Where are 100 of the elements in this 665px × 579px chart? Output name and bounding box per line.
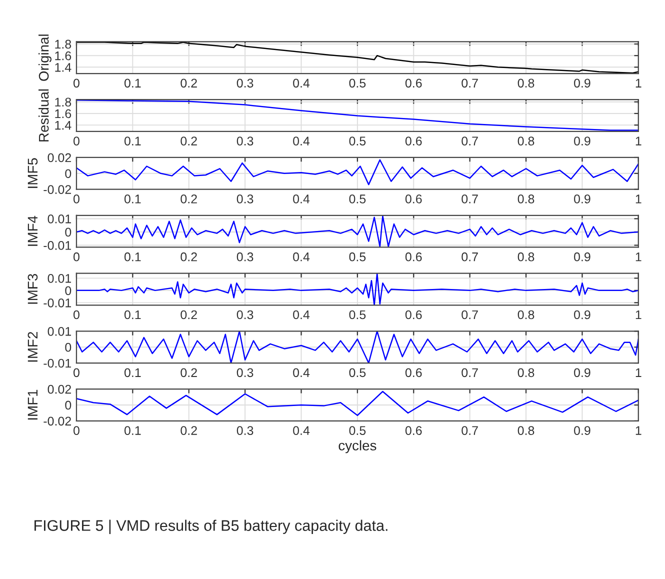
x-tick-label: 0.5 <box>349 194 366 204</box>
x-tick-label: 0.1 <box>124 368 141 378</box>
y-tick-label: -0.02 <box>44 185 71 194</box>
x-tick-label: 0.3 <box>236 78 254 88</box>
x-tick-label: 0.2 <box>180 252 197 262</box>
y-tick-label: -0.02 <box>44 416 71 426</box>
y-tick-label: 1.4 <box>55 120 72 130</box>
x-tick-label: 0.8 <box>518 136 534 146</box>
y-tick-label: 0 <box>65 286 72 296</box>
line-series <box>76 100 638 131</box>
x-tick-label: 0.3 <box>236 194 254 204</box>
x-tick-label: 0 <box>73 194 80 204</box>
x-tick-label: 0.5 <box>349 368 366 378</box>
x-tick-label: 0.6 <box>405 78 422 88</box>
x-tick-label: 0.1 <box>124 136 141 146</box>
x-tick-label: 1 <box>636 78 642 88</box>
y-tick-label: 1.8 <box>55 98 72 107</box>
line-series <box>76 159 638 186</box>
line-series <box>76 273 638 306</box>
y-tick-label: 1.4 <box>55 63 72 72</box>
x-tick-label: 0.9 <box>574 252 590 262</box>
x-tick-label: 0.8 <box>518 310 534 320</box>
x-tick-label: 0.9 <box>574 426 590 435</box>
x-tick-label: 0.6 <box>405 194 422 204</box>
y-axis-title: Residual <box>38 89 49 142</box>
x-tick-label: 0.2 <box>180 136 197 146</box>
x-tick-label: 0.4 <box>293 426 310 435</box>
x-tick-label: 0.9 <box>574 136 590 146</box>
x-tick-label: 0.6 <box>405 368 422 378</box>
x-tick-label: 0.8 <box>518 78 534 88</box>
y-tick-label: -0.01 <box>44 241 72 250</box>
x-tick-label: 0.3 <box>236 136 254 146</box>
x-tick-label: 0.8 <box>518 252 534 262</box>
x-tick-label: 0 <box>73 426 80 435</box>
y-axis-title: Original <box>38 34 52 81</box>
x-tick-label: 0.8 <box>518 194 534 204</box>
x-tick-label: 0.5 <box>349 252 366 262</box>
line-series <box>76 215 638 248</box>
x-tick-label: 0 <box>73 78 80 88</box>
y-axis-title: IMF2 <box>28 332 38 362</box>
x-tick-label: 1 <box>636 426 642 435</box>
x-tick-label: 0.7 <box>462 194 478 204</box>
x-tick-label: 0.5 <box>349 78 366 88</box>
y-tick-label: -0.01 <box>44 358 72 368</box>
x-tick-label: 1 <box>636 310 642 320</box>
y-tick-label: 0.01 <box>48 274 72 283</box>
x-tick-label: 0.4 <box>293 368 310 378</box>
line-series <box>76 42 638 74</box>
y-axis-title: IMF1 <box>28 390 38 420</box>
caption: FIGURE 5 | VMD results of B5 battery capacity data. <box>34 520 388 534</box>
x-tick-label: 0.6 <box>405 136 422 146</box>
x-tick-label: 0.2 <box>180 310 197 320</box>
x-tick-label: 0.9 <box>574 194 590 204</box>
y-tick-label: 0 <box>65 169 72 178</box>
y-tick-label: 0.02 <box>48 153 71 162</box>
y-tick-label: 0.02 <box>48 384 71 394</box>
x-tick-label: 0.9 <box>574 78 590 88</box>
x-tick-label: 0.5 <box>349 136 366 146</box>
x-tick-label: 0.7 <box>462 426 478 435</box>
x-tick-label: 0.7 <box>462 78 478 88</box>
y-tick-label: 1.8 <box>55 40 72 49</box>
x-tick-label: 0.1 <box>124 78 141 88</box>
x-tick-label: 0.4 <box>293 310 310 320</box>
x-tick-label: 0.2 <box>180 368 197 378</box>
x-tick-label: 0.9 <box>574 368 590 378</box>
x-tick-label: 0.6 <box>405 310 422 320</box>
y-tick-label: 1.6 <box>55 109 72 118</box>
x-tick-label: 0.8 <box>518 368 534 378</box>
x-tick-label: 1 <box>636 136 642 146</box>
x-tick-label: 0.7 <box>462 252 478 262</box>
x-tick-label: 0.3 <box>236 252 254 262</box>
x-axis-title: cycles <box>338 440 376 454</box>
x-tick-label: 0.1 <box>124 252 141 262</box>
x-tick-label: 0.7 <box>462 368 478 378</box>
x-tick-label: 1 <box>636 368 642 377</box>
y-tick-label: 0 <box>65 400 72 410</box>
x-tick-label: 0.9 <box>574 310 590 320</box>
x-tick-label: 0.4 <box>293 136 310 146</box>
x-tick-label: 1 <box>636 252 642 262</box>
x-tick-label: 0.4 <box>293 78 310 88</box>
y-tick-label: 0 <box>65 228 72 237</box>
x-tick-label: 0 <box>73 252 80 262</box>
x-tick-label: 0.7 <box>462 136 478 146</box>
y-tick-label: 0 <box>65 342 72 352</box>
x-tick-label: 0.2 <box>180 194 197 204</box>
x-tick-label: 0 <box>73 136 80 146</box>
x-tick-label: 0 <box>73 368 80 378</box>
x-tick-label: 0.6 <box>405 426 422 435</box>
x-tick-label: 0.1 <box>124 310 141 320</box>
x-tick-label: 0.5 <box>349 426 366 435</box>
x-tick-label: 0.3 <box>236 368 254 378</box>
x-tick-label: 0.1 <box>124 194 141 204</box>
x-tick-label: 0.3 <box>236 426 254 435</box>
x-tick-label: 0.5 <box>349 310 366 320</box>
x-tick-label: 0.6 <box>405 252 422 262</box>
x-tick-label: 0 <box>73 310 80 320</box>
line-series <box>76 331 638 364</box>
y-tick-label: 0.01 <box>48 326 72 336</box>
x-tick-label: 0.3 <box>236 310 254 320</box>
y-tick-label: 0.01 <box>48 214 72 224</box>
